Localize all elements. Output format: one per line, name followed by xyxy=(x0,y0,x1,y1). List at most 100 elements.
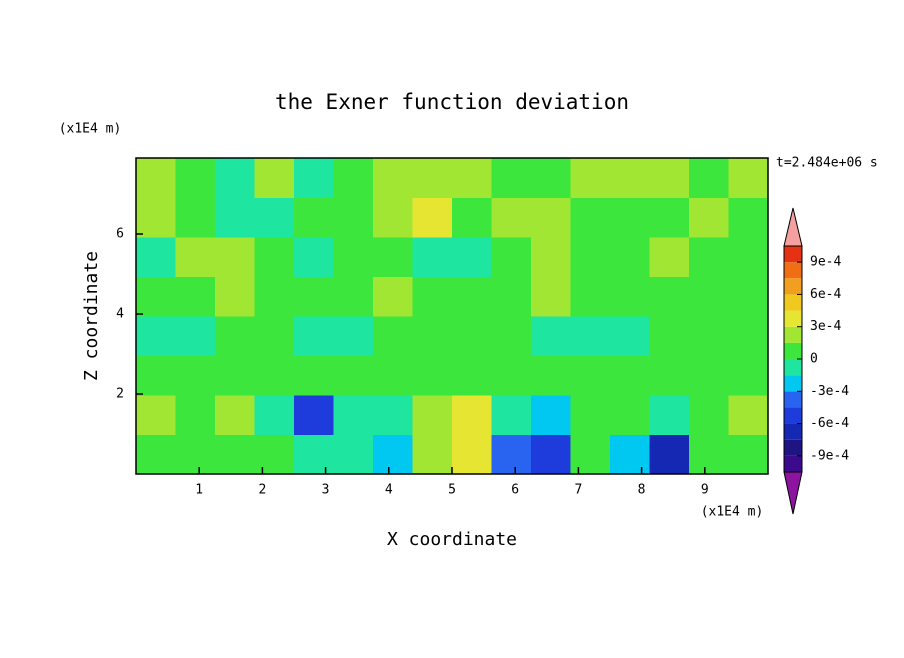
x-tick-label: 8 xyxy=(638,483,646,498)
field-cell xyxy=(570,434,611,475)
field-cell xyxy=(333,316,374,356)
field-cell xyxy=(254,276,295,317)
field-cell xyxy=(136,355,176,396)
field-cell xyxy=(610,197,650,238)
colorbar-band xyxy=(784,278,802,295)
field-cell xyxy=(294,158,334,198)
field-cell xyxy=(728,237,769,277)
x-tick-label: 9 xyxy=(701,483,709,498)
colorbar-tick-label: 0 xyxy=(810,352,818,367)
field-cell xyxy=(412,395,453,435)
field-cell xyxy=(689,276,729,317)
field-cell xyxy=(333,276,374,317)
field-cell xyxy=(136,434,176,475)
field-cell xyxy=(254,434,295,475)
field-cell xyxy=(491,434,532,475)
field-cell xyxy=(254,355,295,396)
field-cell xyxy=(412,158,453,198)
field-cell xyxy=(333,355,374,396)
field-cell xyxy=(649,434,690,475)
field-cell xyxy=(452,355,492,396)
field-cell xyxy=(136,276,176,317)
field-cell xyxy=(136,316,176,356)
colorbar-band xyxy=(784,439,802,456)
colorbar-over xyxy=(783,207,803,247)
field-cell xyxy=(215,316,255,356)
field-cell xyxy=(175,158,216,198)
colorbar-tick-label: 9e-4 xyxy=(810,255,841,270)
x-tick-label: 3 xyxy=(322,483,330,498)
field-cell xyxy=(175,355,216,396)
x-tick-label: 2 xyxy=(258,483,266,498)
field-cell xyxy=(175,434,216,475)
field-cell xyxy=(531,355,571,396)
field-cell xyxy=(570,395,611,435)
field-cell xyxy=(610,158,650,198)
colorbar-band xyxy=(784,326,802,343)
field-cell xyxy=(373,197,413,238)
colorbar-tick-label: -9e-4 xyxy=(810,448,849,463)
field-cell xyxy=(333,158,374,198)
field-cell xyxy=(412,434,453,475)
field-cell xyxy=(728,395,769,435)
field-cell xyxy=(491,237,532,277)
colorbar-band xyxy=(784,310,802,327)
field-cell xyxy=(610,276,650,317)
field-cell xyxy=(689,237,729,277)
field-cell xyxy=(570,158,611,198)
field-cell xyxy=(728,197,769,238)
field-cell xyxy=(452,434,492,475)
field-cell xyxy=(452,276,492,317)
field-cell xyxy=(412,276,453,317)
field-cell xyxy=(215,158,255,198)
field-cell xyxy=(610,355,650,396)
field-cell xyxy=(728,158,769,198)
field-cell xyxy=(649,395,690,435)
field-cell xyxy=(215,237,255,277)
field-cell xyxy=(175,316,216,356)
field-cell xyxy=(491,158,532,198)
field-cell xyxy=(649,355,690,396)
colorbar-under xyxy=(783,471,803,515)
field-cell xyxy=(689,158,729,198)
field-cell xyxy=(294,434,334,475)
field-cell xyxy=(333,434,374,475)
field-cell xyxy=(649,276,690,317)
time-label: t=2.484e+06 s xyxy=(776,156,878,171)
field-cell xyxy=(373,158,413,198)
field-cell xyxy=(175,276,216,317)
field-cell xyxy=(531,316,571,356)
y-tick-label: 2 xyxy=(116,387,124,402)
colorbar-band xyxy=(784,342,802,359)
field-cell xyxy=(294,197,334,238)
field-cell xyxy=(610,434,650,475)
field-cell xyxy=(215,395,255,435)
y-tick-label: 4 xyxy=(116,307,124,322)
colorbar-tick-label: 3e-4 xyxy=(810,319,841,334)
field-cell xyxy=(136,158,176,198)
field-cell xyxy=(294,316,334,356)
field-cell xyxy=(689,395,729,435)
field-cell xyxy=(175,237,216,277)
x-axis-label: X coordinate xyxy=(387,529,517,550)
field-cell xyxy=(373,316,413,356)
field-cell xyxy=(570,355,611,396)
field-cell xyxy=(728,355,769,396)
field-cell xyxy=(649,197,690,238)
field-cell xyxy=(254,316,295,356)
y-unit: (x1E4 m) xyxy=(59,122,122,137)
x-tick-label: 6 xyxy=(511,483,519,498)
field-cell xyxy=(570,316,611,356)
colorbar-band xyxy=(784,391,802,408)
field-cell xyxy=(215,434,255,475)
field-cell xyxy=(491,197,532,238)
field-cell xyxy=(649,158,690,198)
colorbar-tick-label: -6e-4 xyxy=(810,416,849,431)
field-cell xyxy=(175,197,216,238)
x-unit: (x1E4 m) xyxy=(701,505,764,520)
field-cell xyxy=(491,316,532,356)
field-cell xyxy=(531,276,571,317)
field-cell xyxy=(491,276,532,317)
field-cell xyxy=(610,237,650,277)
